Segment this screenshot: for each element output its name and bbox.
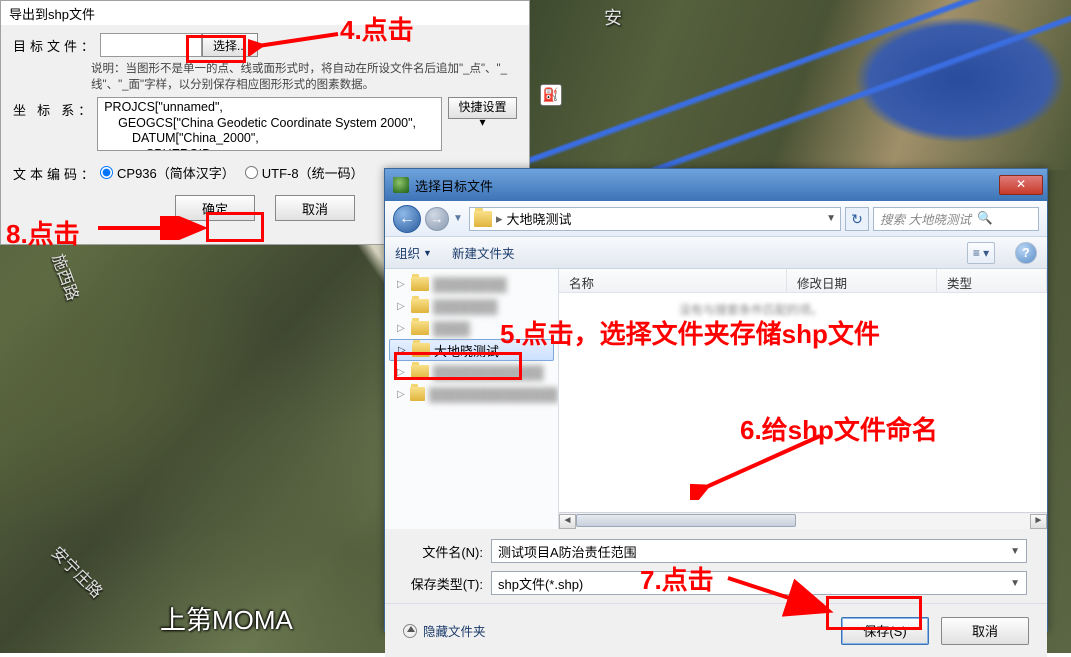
- encoding-cp936-option[interactable]: CP936（简体汉字）: [100, 163, 235, 182]
- help-button[interactable]: ?: [1015, 242, 1037, 264]
- filetype-value: shp文件(*.shp): [498, 574, 583, 593]
- scroll-thumb[interactable]: [576, 514, 796, 527]
- export-dialog-title: 导出到shp文件: [1, 1, 529, 25]
- file-save-dialog: 选择目标文件 ✕ ← → ▼ ▸ 大地晓测试 ▼ ↻ 搜索 大地晓测试 🔍 组织…: [384, 168, 1048, 632]
- collapse-icon: [403, 624, 417, 638]
- refresh-button[interactable]: ↻: [845, 207, 869, 231]
- road-label-2: 安宁庄路: [47, 540, 109, 602]
- organize-menu[interactable]: 组织 ▼: [395, 243, 432, 262]
- search-input[interactable]: 搜索 大地晓测试 🔍: [873, 207, 1039, 231]
- target-file-hint: 说明：当图形不是单一的点、线或面形式时，将自动在所设文件名后追加"_点"、"_线…: [91, 61, 517, 93]
- crs-label: 坐标系: [13, 97, 78, 119]
- folder-icon: [474, 211, 492, 227]
- filename-label: 文件名(N):: [405, 542, 483, 561]
- ok-button[interactable]: 确定: [175, 195, 255, 221]
- encoding-label: 文本编码: [13, 161, 81, 183]
- nav-back-button[interactable]: ←: [393, 205, 421, 233]
- cancel-button[interactable]: 取消: [275, 195, 355, 221]
- save-dialog-main: ▷████████ ▷███████ ▷████ ▷大地晓测试 ▷███████…: [385, 269, 1047, 529]
- map-label-moma: 上第MOMA: [160, 600, 293, 637]
- colon: ：: [81, 161, 100, 183]
- file-list[interactable]: 名称 修改日期 类型 没有与搜索条件匹配的项。 ◄ ►: [559, 269, 1047, 529]
- quick-settings-button[interactable]: 快捷设置 ▾: [448, 97, 517, 119]
- save-dialog-footer: 隐藏文件夹 保存(S) 取消: [385, 603, 1047, 657]
- new-folder-button[interactable]: 新建文件夹: [452, 243, 515, 262]
- hide-folders-toggle[interactable]: 隐藏文件夹: [403, 621, 486, 640]
- dropdown-icon[interactable]: ▼: [1010, 546, 1020, 557]
- breadcrumb[interactable]: ▸ 大地晓测试 ▼: [469, 207, 841, 231]
- anno-text-8: 8.点击: [6, 214, 80, 251]
- road-label-top: 安: [604, 4, 622, 30]
- anno-text-6: 6.给shp文件命名: [740, 410, 938, 447]
- filename-input[interactable]: 测试项目A防治责任范围 ▼: [491, 539, 1027, 563]
- view-mode-button[interactable]: ≡ ▾: [967, 242, 995, 264]
- anno-text-4: 4.点击: [340, 10, 414, 47]
- target-file-input[interactable]: [100, 33, 202, 57]
- scroll-left-button[interactable]: ◄: [559, 514, 576, 529]
- nav-forward-button[interactable]: →: [425, 207, 449, 231]
- gas-station-icon: ⛽: [540, 84, 562, 106]
- save-button[interactable]: 保存(S): [841, 617, 929, 645]
- dropdown-icon[interactable]: ▼: [1010, 578, 1020, 589]
- nav-history-dropdown[interactable]: ▼: [453, 213, 465, 224]
- horizontal-scrollbar[interactable]: ◄ ►: [559, 512, 1047, 529]
- breadcrumb-separator: ▸: [496, 211, 503, 227]
- tree-item[interactable]: ▷██████████████: [385, 383, 558, 405]
- crs-textarea[interactable]: PROJCS["unnamed", GEOGCS["China Geodetic…: [97, 97, 442, 151]
- filetype-label: 保存类型(T):: [405, 574, 483, 593]
- scroll-right-button[interactable]: ►: [1030, 514, 1047, 529]
- save-dialog-fields: 文件名(N): 测试项目A防治责任范围 ▼ 保存类型(T): shp文件(*.s…: [385, 529, 1047, 595]
- filename-value: 测试项目A防治责任范围: [498, 542, 637, 561]
- anno-text-5: 5.点击，选择文件夹存储shp文件: [500, 314, 880, 351]
- anno-text-7: 7.点击: [640, 560, 714, 597]
- save-dialog-toolbar: 组织 ▼ 新建文件夹 ≡ ▾ ?: [385, 237, 1047, 269]
- select-file-button[interactable]: 选择...: [202, 33, 258, 57]
- list-header: 名称 修改日期 类型: [559, 269, 1047, 293]
- filetype-select[interactable]: shp文件(*.shp) ▼: [491, 571, 1027, 595]
- close-button[interactable]: ✕: [999, 175, 1043, 195]
- col-name[interactable]: 名称: [559, 269, 787, 292]
- search-placeholder: 搜索 大地晓测试: [880, 209, 971, 228]
- breadcrumb-current: 大地晓测试: [507, 209, 572, 228]
- nav-bar: ← → ▼ ▸ 大地晓测试 ▼ ↻ 搜索 大地晓测试 🔍: [385, 201, 1047, 237]
- save-cancel-button[interactable]: 取消: [941, 617, 1029, 645]
- tree-item[interactable]: ▷████████: [385, 273, 558, 295]
- target-file-label: 目标文件: [13, 33, 81, 55]
- col-type[interactable]: 类型: [937, 269, 1047, 292]
- colon: ：: [81, 33, 100, 55]
- road-label-1: 施西路: [47, 250, 86, 303]
- encoding-utf8-option[interactable]: UTF-8（统一码）: [245, 163, 364, 182]
- breadcrumb-dropdown-icon[interactable]: ▼: [826, 213, 836, 224]
- dialog-app-icon: [393, 177, 409, 193]
- tree-item[interactable]: ▷████████████: [385, 361, 558, 383]
- col-date[interactable]: 修改日期: [787, 269, 937, 292]
- save-dialog-titlebar: 选择目标文件 ✕: [385, 169, 1047, 201]
- folder-tree[interactable]: ▷████████ ▷███████ ▷████ ▷大地晓测试 ▷███████…: [385, 269, 559, 529]
- colon: ：: [78, 97, 97, 119]
- save-dialog-title: 选择目标文件: [415, 176, 999, 195]
- search-icon: 🔍: [977, 211, 993, 226]
